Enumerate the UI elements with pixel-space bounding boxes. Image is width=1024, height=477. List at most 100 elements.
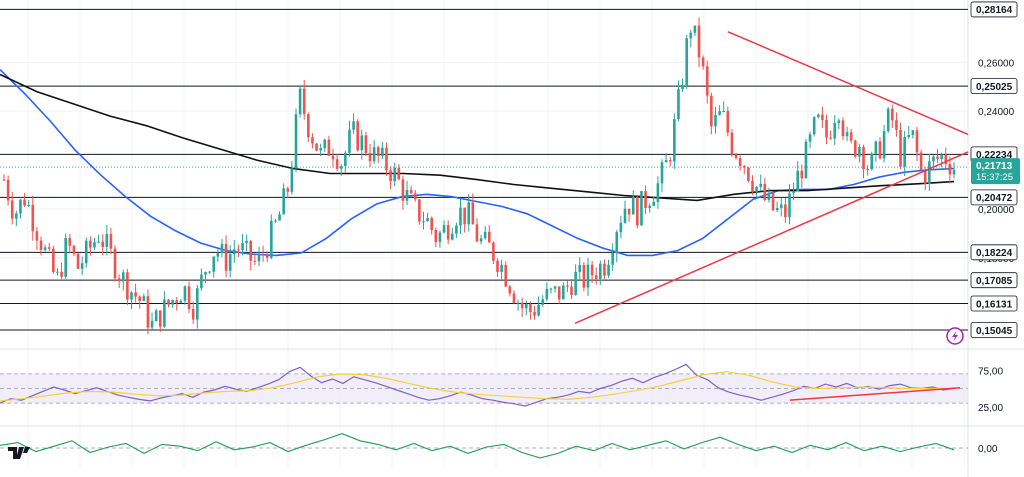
candle-body-bull — [195, 288, 199, 320]
candle-body-bear — [10, 200, 14, 219]
candle-body-bear — [146, 296, 150, 328]
candle-body-bear — [302, 88, 306, 115]
candle-body-bear — [899, 129, 902, 167]
candle-body-bear — [594, 275, 598, 279]
candle-body-bull — [163, 299, 166, 327]
alert-button[interactable] — [946, 327, 964, 345]
candle-body-bear — [113, 248, 117, 279]
candle-body-bull — [928, 161, 931, 184]
candle-body-bear — [590, 264, 594, 276]
candle-body-bear — [644, 191, 647, 208]
candle-body-bull — [870, 153, 874, 170]
candle-body-bear — [944, 154, 948, 164]
candle-body-bear — [364, 135, 368, 154]
candle-body-bear — [224, 244, 228, 271]
candle-body-bull — [693, 25, 697, 33]
level-label: 0,18224 — [976, 248, 1013, 259]
candle-body-bull — [27, 204, 30, 206]
candle-body-bear — [385, 147, 388, 171]
candle-body-bull — [344, 152, 347, 167]
candle-body-bull — [93, 242, 96, 248]
candle-body-bull — [816, 114, 820, 118]
candle-body-bull — [886, 108, 890, 132]
candle-body-bull — [722, 110, 725, 112]
tradingview-logo[interactable] — [8, 447, 30, 459]
candle-body-bear — [31, 204, 35, 232]
candle-body-bull — [804, 141, 808, 179]
candle-body-bear — [68, 237, 72, 246]
candle-body-bear — [446, 225, 450, 240]
candle-body-bull — [130, 292, 133, 300]
candle-body-bull — [631, 196, 635, 215]
candle-body-bull — [874, 141, 878, 154]
candle-body-bull — [19, 199, 22, 214]
candle-body-bear — [109, 234, 113, 249]
candle-body-bear — [878, 141, 882, 159]
candle-body-bull — [459, 207, 462, 226]
candle-body-bear — [841, 120, 845, 137]
candle-body-bear — [249, 240, 253, 261]
candle-body-bull — [179, 300, 183, 303]
level-label: 0,25025 — [976, 82, 1013, 93]
candle-body-bear — [76, 253, 80, 269]
candle-body-bull — [648, 205, 651, 208]
candle-body-bear — [915, 130, 919, 153]
candle-body-bull — [788, 193, 791, 218]
candle-body-bull — [467, 202, 471, 225]
level-label-box — [970, 295, 1018, 312]
candle-body-bear — [47, 247, 51, 249]
rsi-trendline — [789, 387, 961, 401]
candle-body-bear — [89, 240, 92, 248]
candle-body-bull — [339, 166, 343, 169]
candle-body-bear — [413, 193, 417, 200]
candle-body-bear — [368, 153, 372, 162]
candle-body-bull — [257, 254, 261, 262]
candle-body-bull — [574, 271, 577, 295]
candle-body-bull — [681, 85, 684, 90]
candle-countdown-label: 15:37:25 — [976, 172, 1013, 183]
candle-body-bull — [142, 296, 146, 301]
candle-body-bear — [397, 167, 401, 180]
candle-body-bear — [730, 132, 734, 155]
candle-body-bull — [537, 304, 540, 316]
candle-body-bear — [570, 286, 573, 295]
candle-body-bull — [121, 272, 125, 282]
lightning-alert-icon — [952, 331, 958, 341]
candle-body-bear — [701, 57, 705, 67]
candle-body-bear — [866, 169, 869, 171]
candle-body-bear — [475, 224, 479, 242]
momentum-panel — [0, 433, 968, 459]
candle-body-bear — [726, 110, 730, 133]
level-label: 0,22234 — [976, 150, 1013, 161]
candle-body-bull — [615, 232, 619, 253]
candle-body-bull — [274, 220, 277, 222]
candle-body-bear — [668, 160, 672, 162]
level-label-box — [970, 78, 1018, 95]
candle-body-bear — [821, 114, 824, 120]
candle-body-bull — [56, 271, 59, 273]
candle-body-bear — [923, 169, 927, 184]
candle-body-bull — [796, 170, 800, 192]
candle-body-bull — [97, 241, 100, 243]
candle-body-bear — [508, 286, 512, 294]
candle-body-bull — [619, 222, 623, 233]
candle-body-bull — [381, 147, 384, 157]
candle-body-bull — [294, 114, 298, 169]
candle-body-bear — [265, 254, 269, 258]
ascending-trendline — [574, 151, 969, 324]
price-axis-tick-label: 0,24000 — [978, 107, 1015, 118]
candle-body-bear — [627, 208, 631, 215]
candle-body-bear — [134, 292, 137, 297]
rsi-line — [0, 371, 954, 402]
candle-body-bear — [237, 249, 240, 251]
candle-body-bear — [471, 202, 475, 225]
level-label-box — [970, 189, 1018, 206]
candle-body-bull — [553, 286, 557, 289]
momentum-axis-tick-label: 0,00 — [978, 444, 998, 455]
candle-body-bull — [455, 225, 458, 234]
candle-body-bull — [233, 249, 236, 255]
current-price-label: 0,21713 — [976, 161, 1013, 172]
candle-body-bull — [183, 286, 187, 301]
candle-body-bull — [718, 111, 721, 116]
